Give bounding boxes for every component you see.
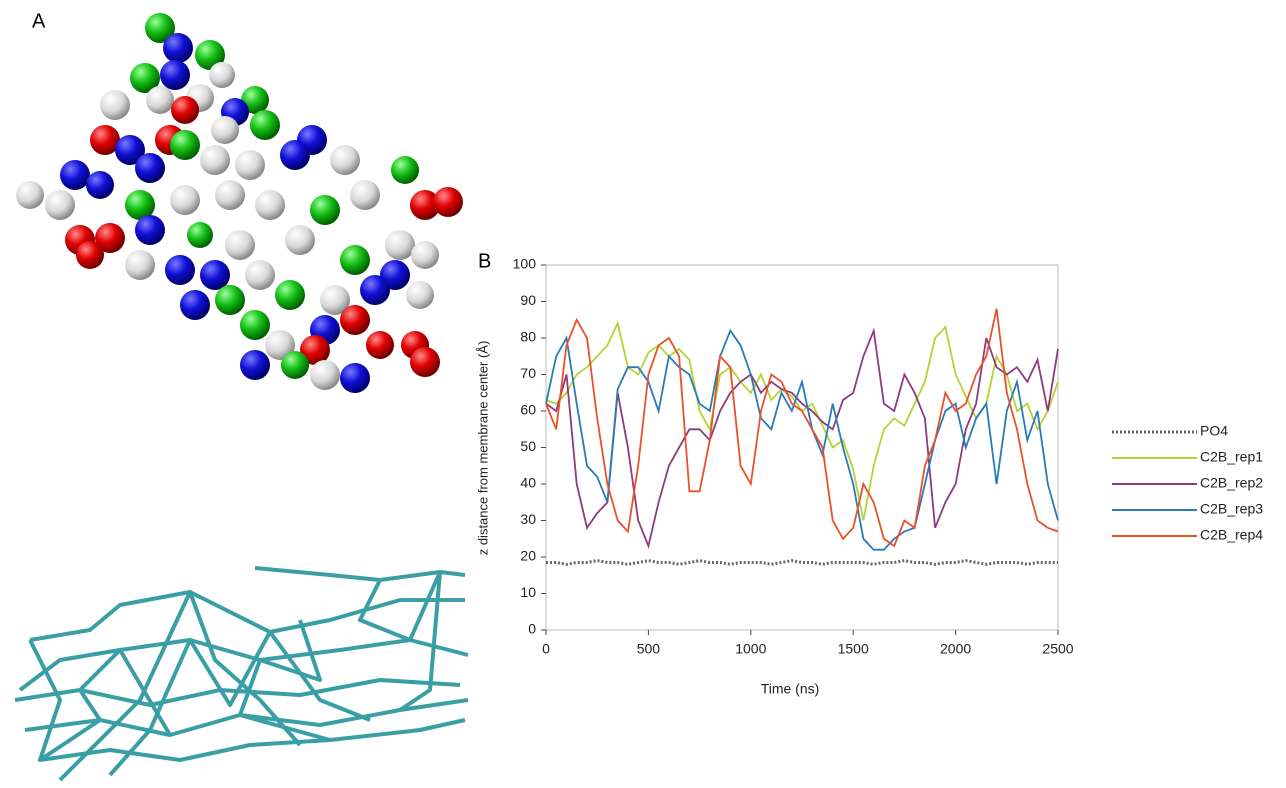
y-tick-label: 0 [528,621,536,637]
molecule-illustration [16,13,463,393]
y-tick-label: 90 [520,292,536,308]
membrane-mesh-illustration [15,568,468,780]
y-tick-label: 70 [520,365,536,381]
series-line [546,331,1058,546]
series-line [546,561,1058,565]
legend-label: PO4 [1200,423,1228,439]
panel-label: B [478,250,491,272]
y-tick-label: 40 [520,475,536,491]
y-tick-label: 20 [520,548,536,564]
x-tick-label: 1000 [735,641,766,657]
panel-label: A [32,10,46,32]
series-line [546,331,1058,550]
legend-label: C2B_rep1 [1200,449,1263,465]
line-chart: Time (ns) z distance from membrane cente… [475,256,1263,697]
legend-label: C2B_rep4 [1200,527,1263,543]
x-tick-label: 500 [637,641,661,657]
legend-label: C2B_rep3 [1200,501,1263,517]
x-tick-label: 1500 [838,641,869,657]
x-tick-label: 2000 [940,641,971,657]
y-tick-label: 100 [513,256,537,272]
y-tick-label: 10 [520,584,536,600]
y-tick-label: 60 [520,402,536,418]
y-tick-label: 80 [520,329,536,345]
x-tick-label: 0 [542,641,550,657]
legend-label: C2B_rep2 [1200,475,1263,491]
x-axis-label: Time (ns) [761,681,820,697]
y-axis-label: z distance from membrane center (Å) [475,341,490,556]
figure: A B [0,0,1286,783]
y-tick-label: 50 [520,438,536,454]
plot-frame [546,265,1058,630]
x-tick-label: 2500 [1042,641,1073,657]
y-tick-label: 30 [520,511,536,527]
